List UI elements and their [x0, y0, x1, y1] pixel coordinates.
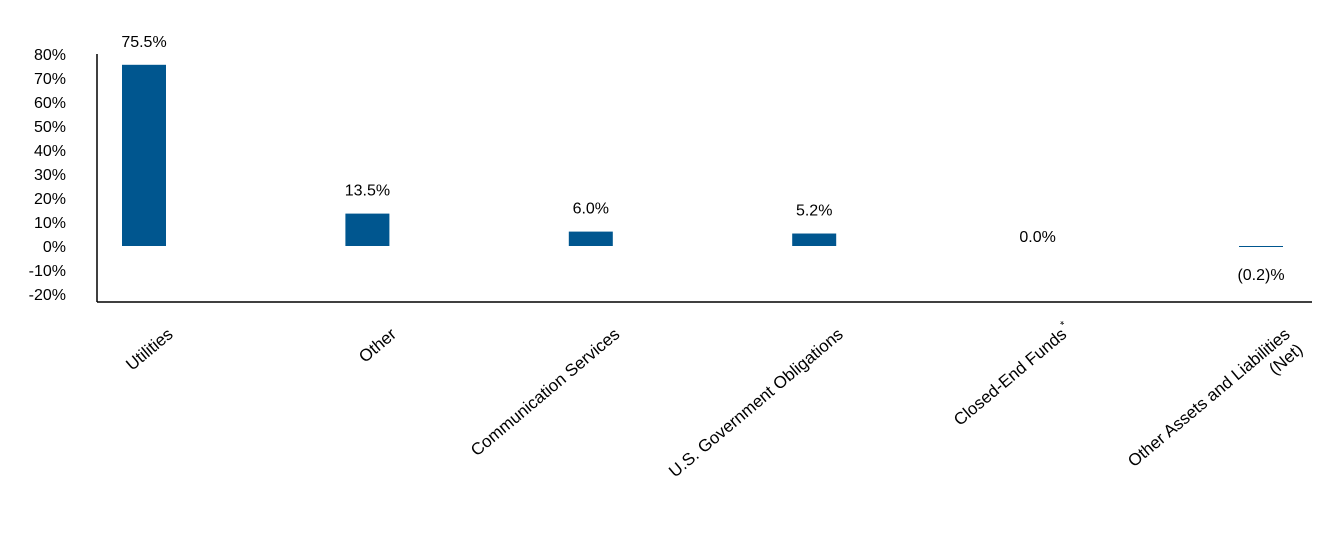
data-label: 13.5%: [345, 183, 390, 200]
category-labels: Utilities Other Communication Services U.S.…: [122, 318, 1306, 482]
category-label: U.S. Government Obligations: [665, 325, 847, 482]
data-labels: 75.5% 13.5% 6.0% 5.2% 0.0% (0.2)%: [121, 34, 1284, 284]
category-label-text: U.S. Government Obligations: [665, 325, 847, 482]
y-tick-label: 60%: [34, 95, 66, 112]
y-tick-label: 40%: [34, 143, 66, 160]
y-tick-label: -20%: [29, 287, 66, 304]
bar: [345, 213, 390, 246]
bar: [568, 231, 613, 246]
footnote-marker: *: [1058, 318, 1070, 330]
category-label-text: Closed-End Funds: [950, 325, 1070, 430]
category-label: Closed-End Funds*: [950, 318, 1070, 430]
category-label: Other: [355, 324, 400, 366]
data-label: 6.0%: [573, 201, 609, 218]
category-label-text: Other Assets and Liabilities: [1124, 325, 1293, 471]
category-label: Other Assets and Liabilities(Net): [1124, 325, 1306, 471]
y-tick-label: 0%: [43, 239, 66, 256]
data-label: 0.0%: [1019, 229, 1055, 246]
y-tick-label: 70%: [34, 71, 66, 88]
category-label: Utilities: [122, 325, 176, 375]
y-tick-labels: 80% 70% 60% 50% 40% 30% 20% 10% 0% -10% -20%: [29, 47, 66, 304]
category-label-text: Communication Services: [467, 325, 623, 460]
data-label: (0.2)%: [1237, 267, 1284, 284]
y-tick-label: 30%: [34, 167, 66, 184]
category-label: Communication Services: [467, 325, 623, 460]
bar: [1239, 246, 1283, 247]
axes: [96, 54, 1312, 303]
category-label-text: Other: [355, 324, 400, 366]
bar: [792, 233, 837, 246]
data-label: 75.5%: [121, 34, 166, 51]
y-tick-label: 20%: [34, 191, 66, 208]
y-tick-label: 80%: [34, 47, 66, 64]
y-tick-label: 10%: [34, 215, 66, 232]
data-label: 5.2%: [796, 203, 832, 220]
category-label-text: Utilities: [122, 325, 176, 375]
bar: [122, 64, 166, 246]
y-tick-label: 50%: [34, 119, 66, 136]
y-tick-label: -10%: [29, 263, 66, 280]
bars: [122, 64, 1283, 247]
